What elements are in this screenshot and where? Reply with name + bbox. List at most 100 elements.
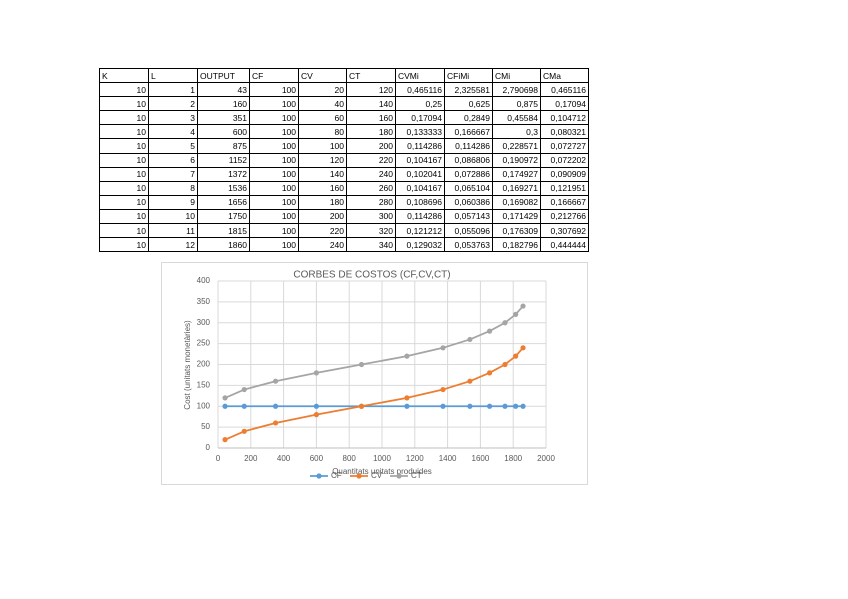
table-row: 10 11 1815 100 220 320 0,121212 0,055096 0,17630… xyxy=(99,223,589,239)
data-point xyxy=(313,370,319,376)
data-point xyxy=(502,403,508,409)
data-point xyxy=(520,303,526,309)
y-tick-label: 50 xyxy=(201,422,210,431)
table-row: 10 3 351 100 60 160 0,17094 0,2849 0,45584 0,1047… xyxy=(99,110,589,126)
x-tick-label: 1200 xyxy=(406,454,424,463)
cell: CT xyxy=(346,67,396,84)
legend-marker xyxy=(356,473,362,479)
x-tick-label: 1000 xyxy=(373,454,391,463)
data-point xyxy=(513,311,519,317)
data-table: K L OUTPUT CF CV CT CVMi CFiMi CMi CMa 10 1 43 100 20 1… xyxy=(99,67,589,253)
cell: 100 xyxy=(249,237,299,253)
data-point xyxy=(404,353,410,359)
data-point xyxy=(513,403,519,409)
data-point xyxy=(404,403,410,409)
table-row: 10 12 1860 100 240 340 0,129032 0,053763 0,18279… xyxy=(99,237,589,253)
cell: 0,465116 xyxy=(540,82,589,98)
data-point xyxy=(241,428,247,434)
data-point xyxy=(502,320,508,326)
cell: 43 xyxy=(197,82,250,98)
cell: 20 xyxy=(298,82,347,98)
y-tick-label: 100 xyxy=(197,401,211,410)
x-tick-label: 600 xyxy=(310,454,324,463)
cell: L xyxy=(148,67,198,84)
data-point xyxy=(272,403,279,409)
data-point xyxy=(513,353,519,359)
cell: 0,17094 xyxy=(540,96,589,112)
data-point xyxy=(467,403,473,409)
data-point xyxy=(241,386,247,393)
legend-label: CT xyxy=(411,471,422,480)
x-axis-label: Quantitats unitats produides xyxy=(332,467,432,476)
y-axis-label: Cost (unitats monetàries) xyxy=(183,320,192,410)
data-point xyxy=(358,361,365,368)
legend-marker xyxy=(316,473,322,479)
y-tick-label: 350 xyxy=(197,297,211,306)
cell: 0,45584 xyxy=(492,110,541,126)
data-point xyxy=(520,403,526,409)
data-point xyxy=(222,437,228,443)
y-tick-label: 150 xyxy=(197,380,211,389)
data-point xyxy=(313,412,319,418)
legend-label: CF xyxy=(331,471,342,480)
data-point xyxy=(520,345,526,351)
data-point xyxy=(222,395,228,401)
data-point xyxy=(241,403,247,409)
x-tick-label: 1400 xyxy=(439,454,457,463)
y-tick-label: 400 xyxy=(197,276,211,285)
chart-frame xyxy=(161,262,588,485)
table-row: 10 9 1656 100 180 280 0,108696 0,060386 0,169082… xyxy=(99,194,589,210)
cell: 340 xyxy=(346,237,396,253)
x-tick-label: 0 xyxy=(216,454,221,463)
chart-title: CORBES DE COSTOS (CF,CV,CT) xyxy=(293,270,450,281)
table-row: 10 6 1152 100 120 220 0,104167 0,086806 0,190972… xyxy=(99,152,589,168)
x-tick-label: 400 xyxy=(277,454,291,463)
table-row: 10 7 1372 100 140 240 0,102041 0,072886 0,174927… xyxy=(99,166,589,182)
x-tick-label: 1600 xyxy=(472,454,490,463)
cell: CF xyxy=(249,67,299,84)
x-tick-label: 1800 xyxy=(504,454,522,463)
cell: 3 xyxy=(148,110,198,126)
x-tick-label: 2000 xyxy=(537,454,555,463)
y-tick-label: 0 xyxy=(206,443,211,452)
data-point xyxy=(358,403,365,409)
y-tick-label: 200 xyxy=(197,360,211,369)
cell: 0,17094 xyxy=(395,110,445,126)
cell: 0,875 xyxy=(492,96,541,112)
cell: 1 xyxy=(148,82,198,98)
cell: 0,104712 xyxy=(540,110,589,126)
header-row: K L OUTPUT CF CV CT CVMi CFiMi CMi CMa xyxy=(99,67,589,84)
data-point xyxy=(467,336,473,343)
data-point xyxy=(440,403,446,409)
cell: CFiMi xyxy=(444,67,493,84)
legend-marker xyxy=(396,473,402,479)
data-point xyxy=(272,378,279,384)
data-point xyxy=(486,370,493,376)
data-point xyxy=(272,420,279,426)
cell: 0,129032 xyxy=(395,237,445,253)
cell: 0,444444 xyxy=(540,237,589,253)
table-row: 10 1 43 100 20 120 0,465116 2,325581 2,790698 0,4… xyxy=(99,82,589,98)
cell: 60 xyxy=(298,110,347,126)
data-point xyxy=(222,403,228,409)
data-point xyxy=(502,361,508,368)
data-point xyxy=(440,345,446,351)
cell: 10 xyxy=(99,237,149,253)
cell: CVMi xyxy=(395,67,445,84)
data-point xyxy=(313,403,319,409)
data-point xyxy=(404,395,410,401)
table-row: 10 2 160 100 40 140 0,25 0,625 0,875 0,17094 xyxy=(99,96,589,112)
data-point xyxy=(440,386,446,393)
cell: 40 xyxy=(298,96,347,112)
cell: CMa xyxy=(540,67,589,84)
y-tick-label: 250 xyxy=(197,339,211,348)
x-tick-label: 800 xyxy=(343,454,357,463)
data-point xyxy=(467,378,473,384)
cell: 0,053763 xyxy=(444,237,493,253)
data-point xyxy=(486,328,493,334)
y-tick-label: 300 xyxy=(197,318,211,327)
data-point xyxy=(486,403,493,409)
cell: K xyxy=(99,67,149,84)
